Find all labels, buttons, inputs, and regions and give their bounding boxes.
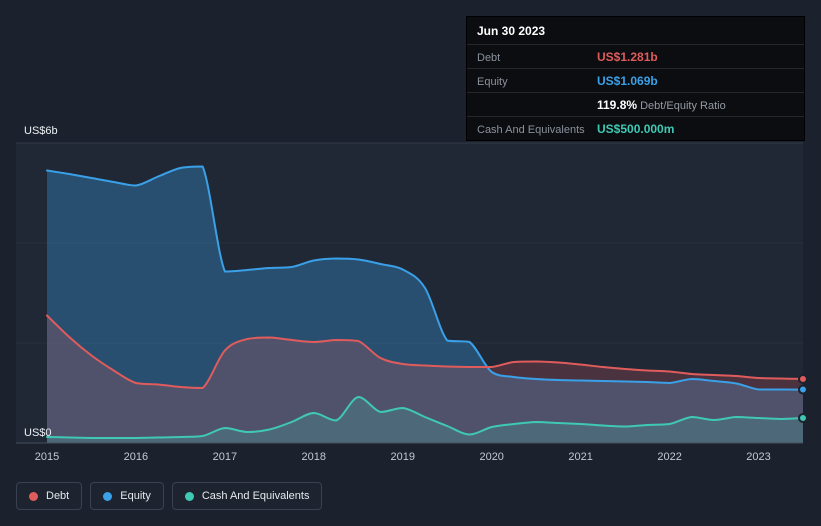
plot-background — [16, 143, 803, 443]
tooltip-debt-row: Debt US$1.281b — [467, 44, 804, 68]
debt-swatch-icon — [29, 491, 38, 501]
cash-and-equivalents-endpoint-dot — [798, 413, 808, 423]
tooltip-equity-value: US$1.069b — [597, 74, 658, 88]
debt-area — [47, 315, 803, 443]
x-axis-label-2016: 2016 — [124, 451, 148, 463]
y-axis-label-bottom: US$0 — [24, 427, 52, 439]
x-axis-label-2021: 2021 — [568, 451, 592, 463]
tooltip-cash-label: Cash And Equivalents — [477, 124, 585, 136]
legend-item-equity[interactable]: Equity — [90, 482, 164, 510]
debt-line — [46, 314, 804, 389]
x-axis-label-2020: 2020 — [479, 451, 503, 463]
equity-line — [46, 165, 804, 391]
legend-item-cash[interactable]: Cash And Equivalents — [171, 482, 323, 510]
cash-and-equivalents-line — [46, 396, 804, 439]
tooltip-debt-value: US$1.281b — [597, 50, 658, 64]
cash-and-equivalents-area — [47, 397, 803, 443]
cash-swatch-icon — [184, 491, 194, 501]
y-axis-label-top: US$6b — [24, 125, 58, 137]
tooltip-equity-row: Equity US$1.069b — [467, 68, 804, 92]
legend-item-debt[interactable]: Debt — [16, 482, 83, 510]
x-axis-label-2022: 2022 — [657, 451, 681, 463]
legend-debt-label: Debt — [46, 490, 70, 502]
chart-legend: Debt Equity Cash And Equivalents — [16, 482, 323, 510]
tooltip-cash-row: Cash And Equivalents US$500.000m — [467, 116, 804, 140]
tooltip-ratio-value: 119.8% — [597, 98, 638, 112]
tooltip-ratio-label: Debt/Equity Ratio — [637, 100, 726, 112]
tooltip-ratio: 119.8% Debt/Equity Ratio — [597, 98, 794, 112]
x-axis-label-2015: 2015 — [35, 451, 59, 463]
legend-equity-label: Equity — [120, 490, 151, 502]
debt-endpoint-dot — [798, 373, 808, 384]
legend-cash-label: Cash And Equivalents — [201, 490, 310, 502]
equity-area — [47, 166, 803, 443]
tooltip-equity-label: Equity — [477, 76, 508, 88]
tooltip-ratio-row: 119.8% Debt/Equity Ratio — [467, 92, 804, 116]
tooltip-cash-value: US$500.000m — [597, 122, 675, 136]
x-axis-label-2019: 2019 — [391, 451, 415, 463]
equity-endpoint-dot — [798, 384, 808, 395]
x-axis-label-2023: 2023 — [746, 451, 770, 463]
equity-swatch-icon — [103, 491, 113, 501]
x-axis-label-2017: 2017 — [213, 451, 237, 463]
tooltip-debt-label: Debt — [477, 52, 501, 64]
tooltip-date: Jun 30 2023 — [477, 24, 546, 38]
chart-tooltip: Jun 30 2023 Debt US$1.281b Equity US$1.0… — [466, 16, 805, 141]
x-axis-label-2018: 2018 — [302, 451, 326, 463]
